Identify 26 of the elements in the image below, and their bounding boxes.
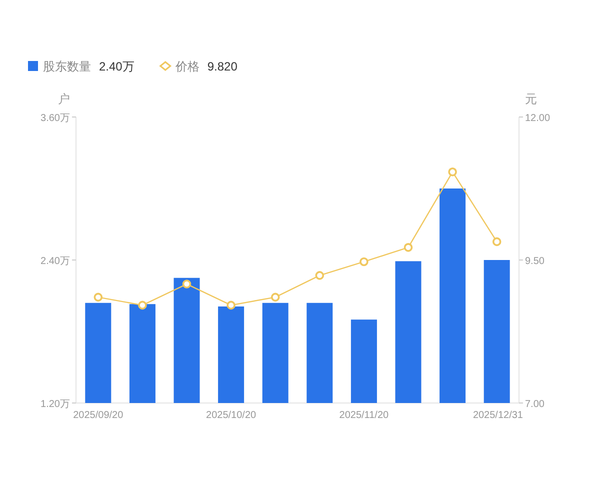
text: 2.40万 xyxy=(99,60,134,74)
y-tick-label: 2.40万 xyxy=(40,256,70,267)
point xyxy=(94,292,103,302)
x-tick-label: 2025/10/20 xyxy=(206,410,257,421)
y2-tick-label: 9.50 xyxy=(525,256,545,267)
y-axis-title: 户 xyxy=(58,92,70,106)
point xyxy=(226,300,236,310)
point xyxy=(360,257,368,266)
legend-label: 价格 xyxy=(174,60,200,74)
x-tick-label: 2025/11/20 xyxy=(339,410,390,421)
point xyxy=(404,243,413,252)
x-tick-label: 2025/09/20 xyxy=(73,410,124,421)
y2-tick-label: 12.00 xyxy=(525,113,550,124)
point xyxy=(182,280,192,288)
y-tick-label: 3.60万 xyxy=(40,113,70,124)
point xyxy=(492,237,502,246)
point xyxy=(270,292,280,302)
x-tick-label: 2025/12/31 xyxy=(472,410,524,421)
y-tick-label: 1.20万 xyxy=(40,399,70,410)
text: 9.820 xyxy=(207,60,238,74)
y2-tick-label: 7.00 xyxy=(525,399,545,410)
point xyxy=(315,271,324,280)
y2-axis-title: 元 xyxy=(525,92,537,106)
point xyxy=(138,300,147,310)
point xyxy=(448,168,457,176)
legend-label: 股东数量 xyxy=(43,60,91,74)
